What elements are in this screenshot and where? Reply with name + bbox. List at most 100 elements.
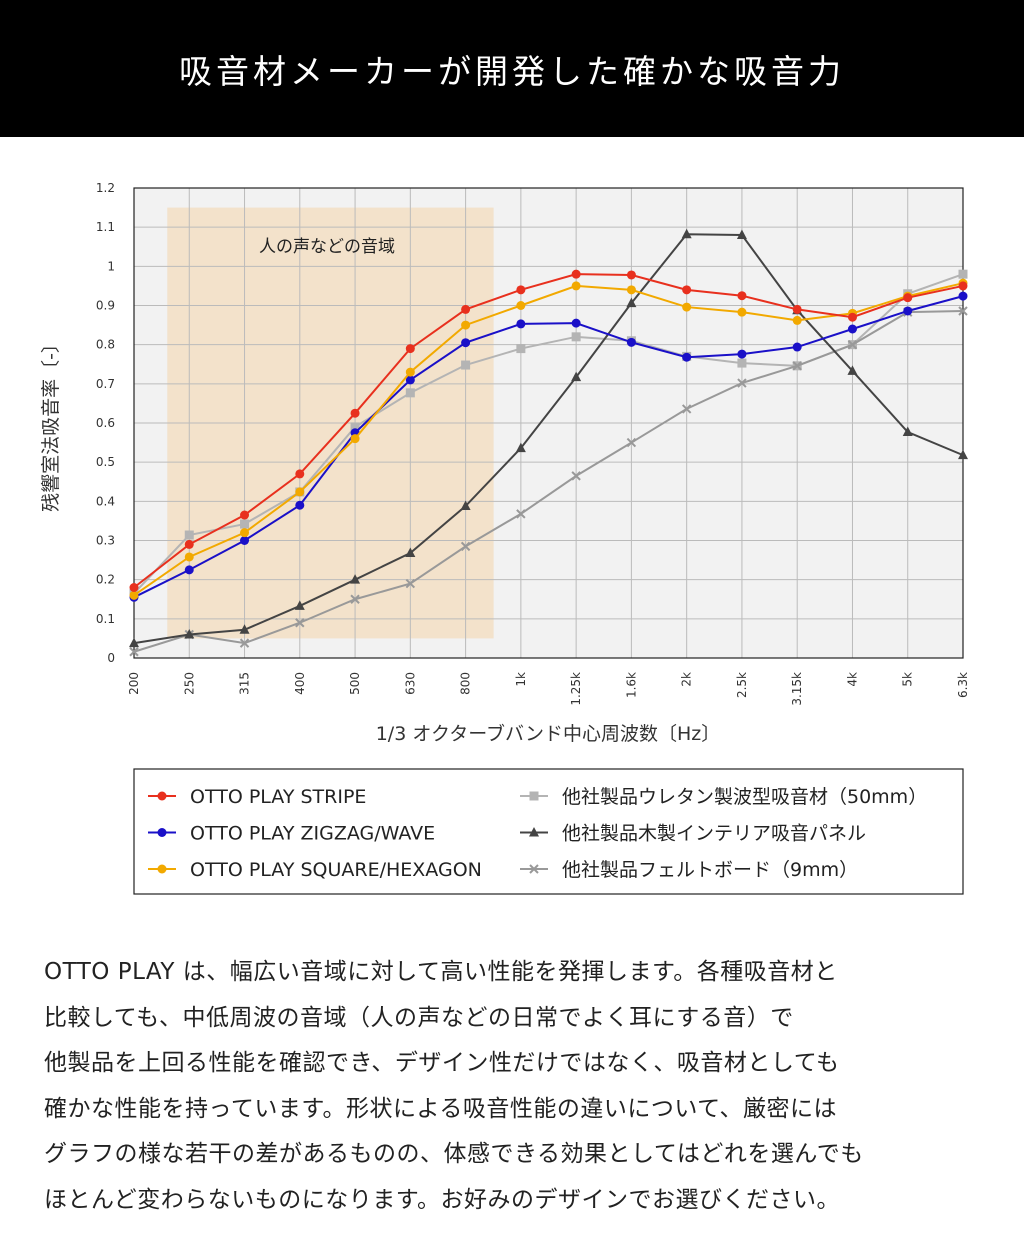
series-0 [129, 269, 968, 592]
data-point [736, 229, 747, 239]
data-point [184, 552, 194, 562]
data-point [571, 281, 581, 291]
y-tick-label: 0.8 [96, 338, 115, 352]
data-point [737, 378, 747, 388]
data-point [294, 600, 305, 610]
data-point [405, 388, 415, 398]
y-tick-label: 0 [107, 651, 115, 665]
data-point [240, 519, 250, 529]
data-point [792, 304, 802, 314]
data-point [516, 344, 526, 354]
data-point [737, 291, 747, 301]
legend-item: 他社製品ウレタン製波型吸音材（50mm） [520, 786, 927, 808]
x-tick-label: 200 [127, 672, 141, 695]
y-tick-label: 0.2 [96, 573, 115, 587]
data-point [295, 618, 305, 628]
series-2 [129, 278, 968, 600]
y-tick-label: 1.1 [96, 220, 115, 234]
series-line [133, 273, 964, 589]
y-tick-label: 0.7 [96, 377, 115, 391]
data-point [516, 285, 526, 295]
y-axis-label: 残響室法吸音率〔-〕 [40, 334, 62, 512]
legend-item: OTTO PLAY STRIPE [148, 786, 366, 808]
legend-box [133, 768, 964, 895]
data-point [847, 339, 858, 350]
data-point [405, 578, 416, 589]
data-point [515, 442, 526, 453]
description: OTTO PLAY は、幅広い音域に対して高い性能を発揮します。各種吸音材と 比… [44, 950, 1004, 1223]
data-point [295, 487, 305, 497]
x-axis-label: 1/3 オクターブバンド中心周波数〔Hz〕 [376, 722, 721, 745]
data-point [737, 349, 747, 359]
description-line: 確かな性能を持っています。形状による吸音性能の違いについて、厳密には [44, 1095, 838, 1122]
x-tick-label: 400 [293, 672, 307, 695]
data-point [157, 828, 167, 837]
series-line [133, 309, 964, 653]
data-point [847, 324, 857, 334]
description-line: 他製品を上回る性能を確認でき、デザイン性だけではなく、吸音材としても [44, 1050, 840, 1076]
y-tick-label: 0.1 [96, 612, 115, 626]
series-line [133, 233, 964, 645]
data-point [626, 285, 636, 295]
description-line: ほとんど変わらないものになります。お好みのデザインでお選びください。 [44, 1186, 841, 1213]
data-point [903, 293, 913, 303]
x-tick-label: 1.6k [624, 672, 638, 698]
data-point [682, 302, 692, 312]
data-point [902, 426, 913, 437]
data-point [239, 624, 250, 634]
data-point [157, 864, 167, 874]
description-line: 比較しても、中低周波の音域（人の声などの日常でよく耳にする音）で [44, 1004, 794, 1031]
series-1 [129, 291, 968, 602]
legend-item: 他社製品木製インテリア吸音パネル [520, 823, 866, 845]
data-point [405, 344, 415, 354]
x-tick-label: 2k [680, 672, 694, 687]
data-point [184, 565, 194, 575]
data-point [461, 338, 471, 348]
data-point [681, 404, 692, 414]
data-point [903, 306, 913, 316]
data-point [682, 352, 692, 362]
data-point [405, 367, 415, 377]
x-tick-label: 250 [182, 672, 196, 695]
data-point [626, 270, 636, 280]
plot-border [133, 187, 964, 659]
legend-item: OTTO PLAY SQUARE/HEXAGON [148, 859, 482, 881]
data-point [295, 469, 305, 479]
legend-label: 他社製品フェルトボード（9mm） [562, 859, 858, 881]
data-point [958, 269, 968, 279]
data-point [240, 510, 250, 520]
y-tick-label: 0.6 [96, 416, 115, 430]
legend-label: 他社製品ウレタン製波型吸音材（50mm） [562, 786, 927, 808]
y-tick-label: 0.3 [96, 534, 115, 548]
description-line: グラフの様な若干の差があるものの、体感できる効果としてはどれを選んでも [44, 1141, 864, 1167]
data-point [129, 637, 139, 648]
data-point [460, 541, 471, 552]
x-tick-label: 4k [845, 672, 859, 687]
data-point [792, 361, 802, 371]
data-point [626, 297, 637, 308]
data-point [129, 590, 139, 600]
annotation-label: 人の声などの音域 [259, 237, 395, 257]
data-point [571, 471, 581, 481]
data-point [737, 358, 747, 368]
x-tick-label: 3.15k [790, 672, 804, 706]
legend-item: 他社製品フェルトボード（9mm） [520, 859, 858, 881]
data-point [350, 594, 360, 604]
legend-label: OTTO PLAY ZIGZAG/WAVE [190, 823, 435, 845]
data-point [529, 827, 539, 837]
x-tick-label: 315 [238, 672, 252, 695]
data-point [792, 342, 802, 352]
data-point [571, 371, 582, 382]
data-point [240, 536, 250, 545]
y-tick-label: 0.9 [96, 299, 115, 313]
legend-label: 他社製品木製インテリア吸音パネル [562, 823, 866, 845]
data-point [516, 319, 526, 329]
data-point [571, 269, 581, 279]
data-point [184, 530, 194, 540]
data-point [626, 337, 636, 347]
data-point [350, 434, 360, 444]
data-point [958, 449, 968, 460]
data-point [184, 629, 195, 639]
x-tick-label: 1k [514, 672, 528, 687]
page-header: 吸音材メーカーが開発した確かな吸音力 [0, 0, 1024, 137]
